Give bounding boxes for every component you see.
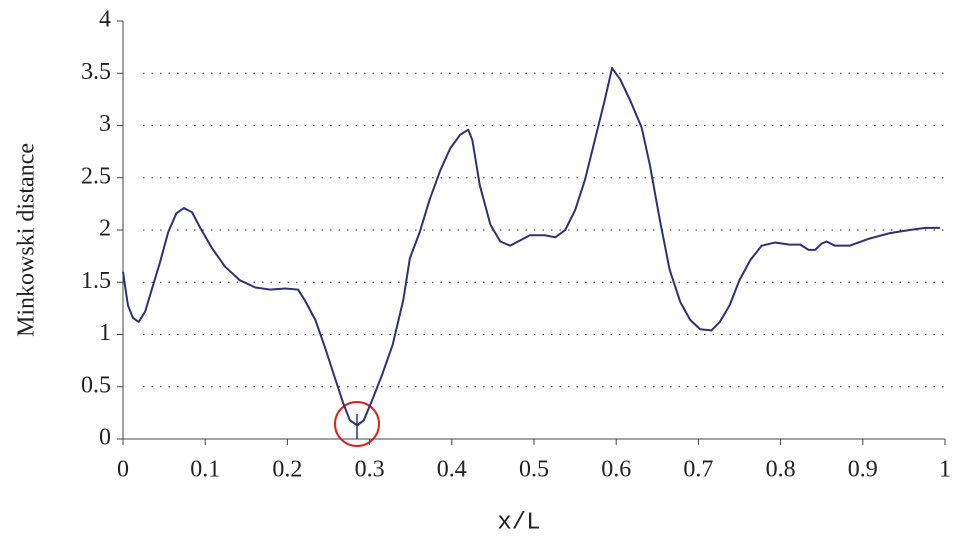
x-tick-label: 0.1 [190, 457, 220, 483]
x-tick-label: 0.6 [601, 457, 631, 483]
y-axis-label: Minkowski distance [14, 143, 40, 337]
y-tick-label: 2 [99, 216, 111, 242]
x-tick-label: 0.9 [848, 457, 878, 483]
x-tick-label: 0.7 [683, 457, 713, 483]
data-line [122, 67, 941, 427]
highlight-circle [334, 401, 380, 447]
y-tick-label: 2.5 [81, 163, 111, 189]
x-axis-label: x/L [497, 509, 540, 536]
y-tick-label: 3.5 [81, 59, 111, 85]
y-tick-label: 1.5 [81, 268, 111, 294]
x-tick-label: 0.8 [766, 457, 796, 483]
x-tick-label: 0.2 [272, 457, 302, 483]
x-tick-label: 0.3 [355, 457, 385, 483]
y-tick-label: 1 [99, 320, 111, 346]
y-tick-label: 4 [99, 7, 111, 33]
y-tick-label: 0 [99, 425, 111, 451]
y-tick-label: 3 [99, 111, 111, 137]
x-tick-label: 0.4 [437, 457, 467, 483]
y-tick-label: 0.5 [81, 372, 111, 398]
x-tick-label: 0.5 [519, 457, 549, 483]
x-tick-label: 1 [939, 457, 951, 483]
x-tick-label: 0 [117, 457, 129, 483]
